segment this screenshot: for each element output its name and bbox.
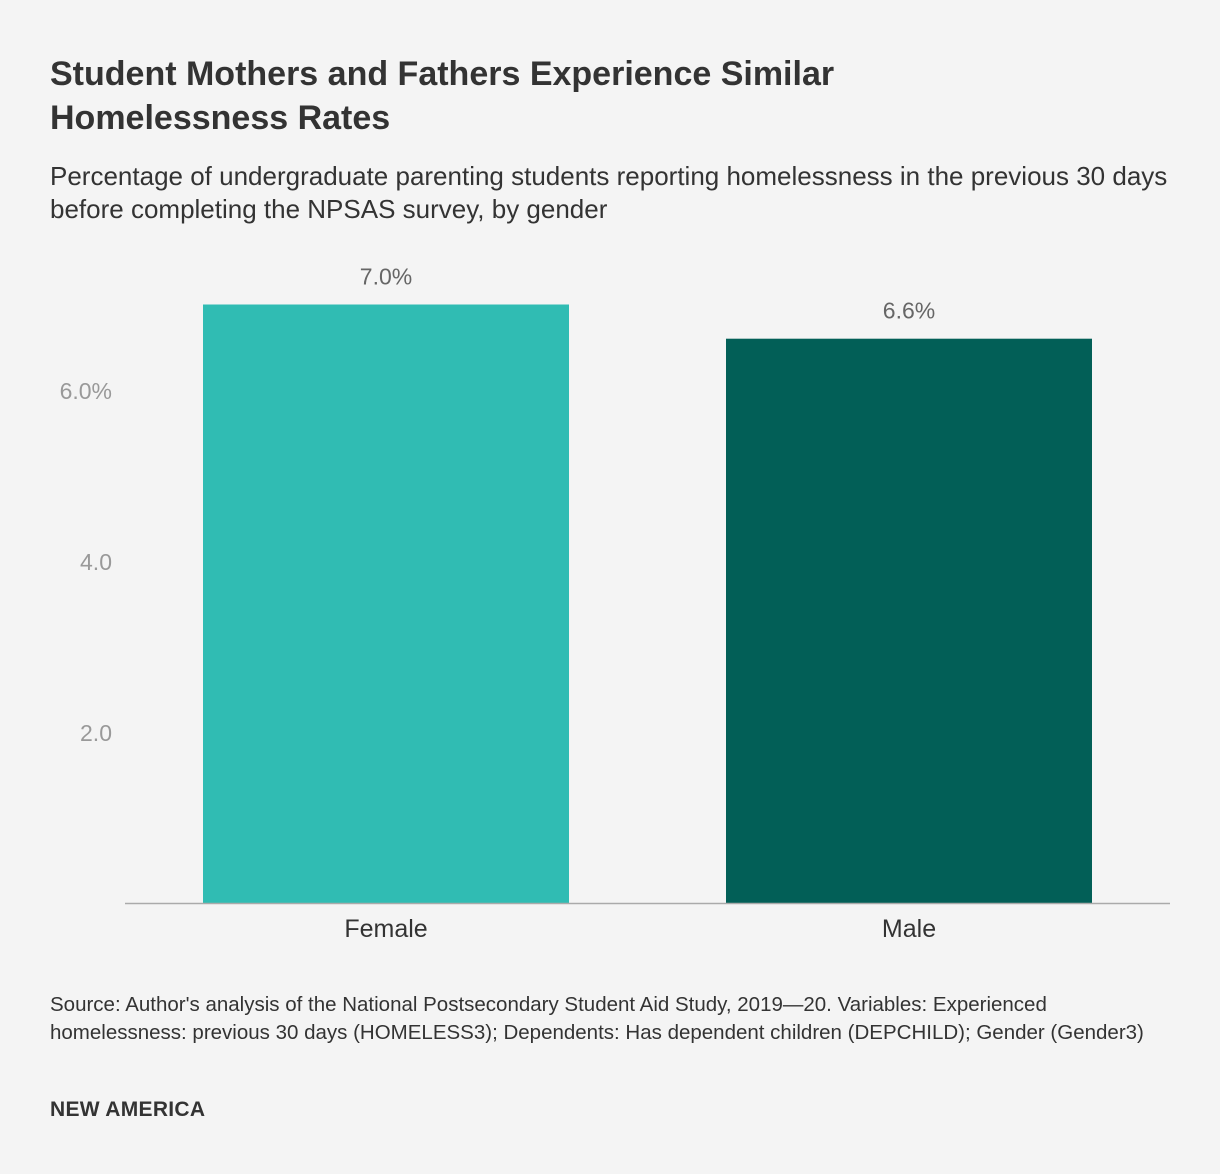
data-label: 6.6% [883,298,935,324]
bar-male [726,338,1092,903]
chart-subtitle: Percentage of undergraduate parenting st… [50,161,1168,224]
x-tick-label: Male [882,915,936,943]
data-label: 7.0% [360,264,412,290]
y-tick-label: 4.0 [80,549,112,575]
source-note: Source: Author's analysis of the Nationa… [50,993,1144,1044]
chart-title: Student Mothers and Fathers Experience S… [50,55,835,137]
x-tick-label: Female [344,915,427,943]
y-tick-label: 2.0 [80,720,112,746]
brand-logo-text: NEW AMERICA [50,1098,206,1121]
bar-female [203,304,569,903]
y-tick-label: 6.0% [60,378,112,404]
